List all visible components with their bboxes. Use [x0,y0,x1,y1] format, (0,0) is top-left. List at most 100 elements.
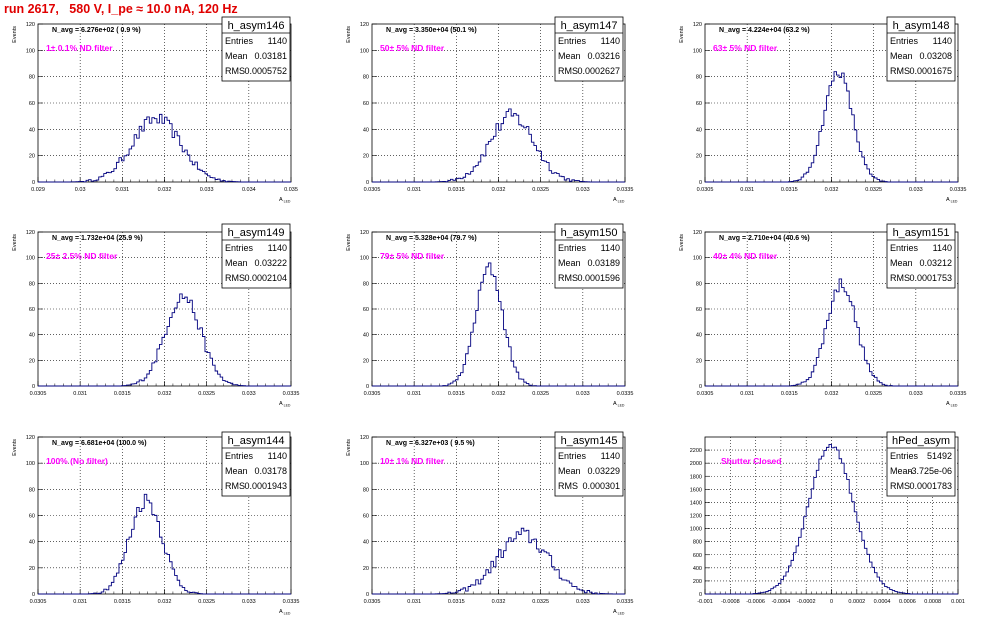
x-tick-label: 0.0305 [364,599,381,605]
navg-label: N_avg = 2.710e+04 (40.6 %) [719,235,810,242]
y-tick-label: 120 [26,230,35,236]
x-tick-label: -0.0002 [797,599,816,605]
x-tick-label: 0.031 [73,599,87,605]
x-tick-label: 0.031 [407,391,421,397]
y-axis-label: Events [346,26,352,43]
x-tick-label: 0.032 [825,391,839,397]
panel-h_asym145: 0.0305 0.031 0.0315 0.032 0.0325 0.033 0.0335 0… [346,431,634,616]
x-tick-label: -0.0008 [721,599,740,605]
stats-frame [554,16,624,82]
y-tick-label: 100 [693,256,702,262]
stats-value: 0.0001943 [244,481,287,491]
panel-h_asym146: 0.029 0.03 0.031 0.032 0.033 0.034 0.035 0 20 40 6… [12,16,298,204]
y-tick-label: 20 [363,154,369,160]
stats-value: 0.03208 [919,51,952,61]
stats-value: 1140 [601,243,620,253]
stats-box: h_asym151 Entries 1140 Mean 0.03212 RMS 0.0001… [886,223,956,289]
stats-key: RMS [558,273,578,283]
stats-key: Entries [225,243,254,253]
stats-value: 0.03212 [919,258,952,268]
x-tick-label: 0.03 [75,187,86,193]
stats-title: h_asym148 [893,20,950,32]
y-tick-label: 1800 [690,474,702,480]
x-tick-label: -0.0006 [746,599,765,605]
stats-frame [886,431,956,497]
stats-key: Mean [225,466,248,476]
x-tick-label: 0.0335 [617,187,634,193]
filter-label: 63± 5% ND filter [713,43,778,53]
x-tick-label: 0.033 [242,391,256,397]
stats-value: 1140 [268,243,287,253]
y-tick-label: 800 [693,540,702,546]
y-tick-label: 100 [360,256,369,262]
y-tick-label: 80 [363,75,369,81]
x-tick-label: 0.032 [158,187,172,193]
filter-label: 79± 5% ND filter [380,251,445,261]
stats-frame [221,431,291,497]
stats-box: h_asym148 Entries 1140 Mean 0.03208 RMS 0.0001… [886,16,956,82]
y-axis-label: Events [679,234,685,251]
y-tick-label: 1200 [690,514,702,520]
y-axis-label: Events [12,234,18,251]
filter-label: 40± 4% ND filter [713,251,778,261]
y-tick-label: 200 [693,579,702,585]
y-tick-label: 0 [366,384,369,390]
y-tick-label: 1400 [690,500,702,506]
stats-key: Mean [890,466,913,476]
stats-key: Entries [558,451,587,461]
stats-title: h_asym150 [561,227,618,239]
y-axis-label: Events [12,439,18,456]
stats-key: Mean [225,51,248,61]
x-tick-label: 0.0305 [30,391,47,397]
x-tick-label: 0.0315 [114,391,131,397]
stats-title: h_asym147 [561,20,618,32]
page-title: run 2617, 580 V, I_pe ≈ 10.0 nA, 120 Hz [4,2,238,16]
stats-key: Entries [225,36,254,46]
stats-key: RMS [890,481,910,491]
stats-key: Mean [558,258,581,268]
x-tick-label: 0.0325 [532,391,549,397]
stats-value: 0.0005752 [244,66,287,76]
x-tick-label: 0.032 [825,187,839,193]
x-tick-label: 0.0006 [899,599,916,605]
y-axis-label: Events [346,439,352,456]
y-tick-label: 2000 [690,461,702,467]
y-axis-label: Events [679,26,685,43]
stats-value: 0.0002104 [244,273,287,283]
stats-value: 1140 [268,36,287,46]
x-tick-label: 0.0335 [617,599,634,605]
histogram-line [38,493,291,595]
x-axis-label: A LED [279,401,291,408]
y-tick-label: 20 [696,154,702,160]
histogram-line [38,113,291,183]
y-tick-label: 120 [360,230,369,236]
y-tick-label: 40 [363,333,369,339]
stats-title: h_asym149 [228,227,285,239]
stats-value: 0.0001753 [909,273,952,283]
x-tick-label: 0.032 [158,599,172,605]
stats-box: h_asym145 Entries 1140 Mean 0.03229 RMS 0.0003… [554,431,624,497]
stats-key: RMS [558,481,578,491]
y-tick-label: 60 [696,307,702,313]
x-tick-label: 0.033 [242,599,256,605]
x-tick-label: 0.0325 [865,391,882,397]
filter-label: 10± 1% ND filter [380,456,445,466]
histogram-line [372,527,625,595]
stats-value: 0.0001596 [577,273,620,283]
x-axis-label: A LED [279,609,291,616]
x-axis-label: A LED [279,197,291,204]
stats-box: hPed_asym Entries 51492 Mean-3.725e-06 RMS 0.… [886,431,956,497]
y-tick-label: 40 [696,127,702,133]
panel-hPed_asym: -0.001 -0.0008 -0.0006 -0.0004 -0.0002 0 0.000… [690,431,965,605]
y-tick-label: 40 [29,333,35,339]
x-tick-label: 0.029 [31,187,45,193]
stats-value: 1140 [268,451,287,461]
y-tick-label: 400 [693,566,702,572]
stats-frame [554,431,624,497]
x-axis-label: A LED [946,401,958,408]
y-tick-label: 0 [32,592,35,598]
filter-label: 25± 2.5% ND filter [46,251,118,261]
x-tick-label: 0.031 [740,391,754,397]
y-tick-label: 60 [363,514,369,520]
x-tick-label: 0.0335 [950,391,967,397]
